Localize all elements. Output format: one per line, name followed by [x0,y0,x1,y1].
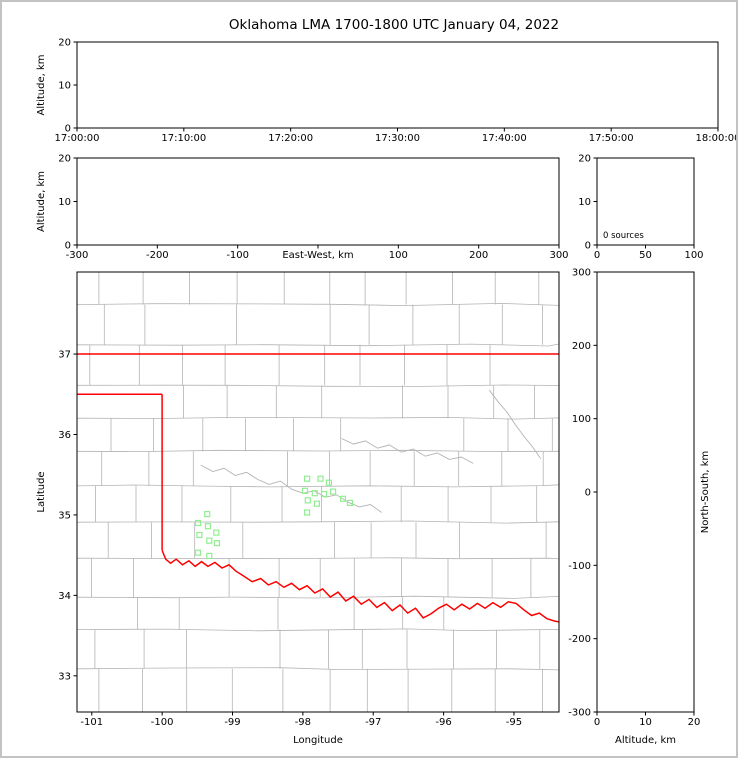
ew-altitude-x-tick-label: -100 [226,250,249,261]
lma-source-marker [206,537,213,544]
ns-altitude-ylabel: North-South, km [700,451,711,534]
ns-altitude-y-tick-label: -100 [568,561,591,572]
red-river-border [161,550,559,623]
time-altitude-x-tick-label: 17:50:00 [589,133,634,144]
lma-source-marker [311,490,318,497]
plan-view-map-y-tick-label: 35 [58,510,71,521]
plan-view-map-y-tick-label: 34 [58,591,71,602]
time-altitude-x-tick-label: 18:00:00 [696,133,736,144]
ns-altitude-frame [596,271,695,713]
lma-source-marker [213,539,221,547]
time-altitude-panel: 17:00:00 17:10:00 17:20:00 17:30:00 17:40:00… [36,38,736,145]
time-altitude-ylabel: Altitude, km [36,55,47,116]
lma-source-marker [330,488,337,495]
ew-altitude-xlabel: East-West, km [282,250,353,261]
plan-view-map-x-tick-label: -100 [151,717,174,728]
ew-altitude-x-tick-label: 200 [469,250,488,261]
altitude-histogram-panel: 0 50 100 0 10 20 0 sources [578,154,703,262]
time-altitude-x-tick-label: 17:30:00 [375,133,420,144]
washita-river-line [200,464,382,513]
lma-source-marker [313,500,320,507]
ew-altitude-x-tick-label: 300 [549,250,568,261]
time-altitude-y-tick-label: 10 [58,81,71,92]
lma-source-marker [325,479,332,486]
time-altitude-frame [76,41,719,129]
ns-altitude-panel: 0 10 20 Altitude, km 300 200 100 0 -100 -200 -300 N… [568,268,711,747]
altitude-histogram-annotation: 0 sources [603,231,644,241]
ns-altitude-x-tick-label: 0 [594,717,600,728]
lma-source-marker [339,495,347,502]
lma-source-marker [213,529,220,536]
altitude-histogram-y-tick-label: 10 [578,197,591,208]
ns-altitude-y-tick-label: -300 [568,708,591,719]
lma-source-marker [320,490,328,498]
lma-source-marker [204,523,211,530]
lma-source-marker [196,531,203,539]
plan-view-map-xlabel: Longitude [293,735,343,746]
ns-altitude-x-tick-label: 20 [688,717,701,728]
plan-view-map-panel: -101 -100 -99 -98 -97 -96 -95 Longitude 33 34 35 36… [36,271,560,746]
lma-sources [194,475,354,560]
plan-view-map-y-tick-label: 37 [58,350,71,361]
lma-source-marker [317,475,324,482]
ns-altitude-y-tick-label: 0 [585,488,591,499]
lma-source-marker [204,511,211,518]
ew-altitude-y-tick-label: 20 [58,154,71,165]
ew-altitude-frame [76,157,560,246]
time-altitude-x-tick-label: 17:10:00 [161,133,206,144]
canadian-river-line [341,438,474,464]
altitude-histogram-y-tick-label: 20 [578,154,591,165]
plan-view-map-x-tick-label: -99 [224,717,240,728]
lma-source-marker [304,497,311,504]
ew-altitude-x-tick-label: -300 [66,250,89,261]
time-altitude-x-tick-label: 17:00:00 [55,133,100,144]
plan-view-map-x-tick-label: -95 [506,717,522,728]
lma-source-marker [346,499,354,506]
plan-view-map-x-tick-label: -96 [435,717,451,728]
plan-view-map-x-tick-label: -97 [365,717,381,728]
ns-altitude-y-tick-label: 100 [572,414,591,425]
ew-altitude-x-tick-label: 100 [389,250,408,261]
time-altitude-x-tick-label: 17:40:00 [482,133,527,144]
ns-altitude-y-tick-label: 300 [572,268,591,279]
time-altitude-x-tick-label: 17:20:00 [268,133,313,144]
ew-altitude-x-tick-label: -200 [146,250,169,261]
lma-source-marker [304,509,311,516]
ns-altitude-y-tick-label: 200 [572,341,591,352]
plan-view-map-y-tick-label: 33 [58,671,71,682]
time-altitude-y-tick-label: 20 [58,38,71,49]
ew-altitude-y-tick-label: 10 [58,197,71,208]
ns-altitude-xlabel: Altitude, km [615,735,676,746]
ew-altitude-y-tick-label: 0 [65,241,71,252]
lma-source-marker [304,475,311,482]
ew-altitude-ylabel: Altitude, km [36,171,47,232]
altitude-histogram-x-tick-label: 0 [594,250,600,261]
figure-title: Oklahoma LMA 1700-1800 UTC January 04, 2… [229,17,559,33]
altitude-histogram-x-tick-label: 100 [684,250,703,261]
altitude-histogram-x-tick-label: 50 [639,250,652,261]
lma-source-marker [194,549,202,556]
ew-altitude-panel: -300 -200 -100 100 200 300 East-West, km 0 10 20 A… [36,154,569,262]
plan-view-map-x-tick-label: -101 [80,717,103,728]
plan-view-map-y-tick-label: 36 [58,430,71,441]
time-altitude-y-tick-label: 0 [65,124,71,135]
plan-view-map-x-tick-label: -98 [295,717,311,728]
ns-altitude-x-tick-label: 10 [639,717,652,728]
lma-source-marker [301,487,309,494]
oklahoma-state-border [77,353,559,623]
plan-view-map-frame [76,271,560,713]
county-boundaries [77,272,559,712]
altitude-histogram-y-tick-label: 0 [585,241,591,252]
map-content [77,272,559,712]
plan-view-map-ylabel: Latitude [36,471,47,512]
neosho-river-line [488,389,542,459]
lma-source-marker [206,552,213,560]
ns-altitude-y-tick-label: -200 [568,634,591,645]
lma-source-marker [194,519,202,527]
